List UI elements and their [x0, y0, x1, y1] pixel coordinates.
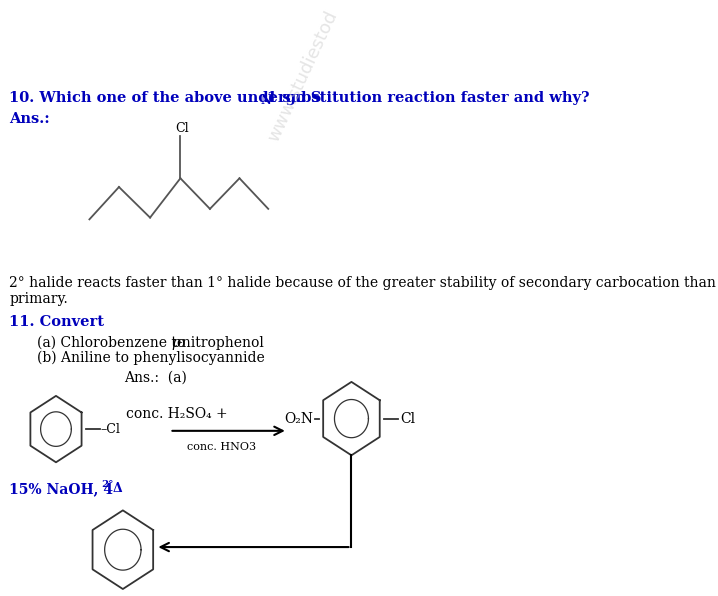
Text: N: N	[261, 94, 271, 107]
Text: 2°: 2°	[101, 480, 113, 489]
Text: (a) Chlorobenzene to: (a) Chlorobenzene to	[37, 336, 190, 350]
Text: 1 substitution reaction faster and why?: 1 substitution reaction faster and why?	[268, 91, 590, 105]
Text: Ans.:: Ans.:	[9, 112, 50, 126]
Text: primary.: primary.	[9, 292, 68, 306]
Text: Cl: Cl	[176, 122, 190, 135]
Text: Cl: Cl	[401, 412, 416, 426]
Text: O₂N: O₂N	[284, 412, 313, 426]
Text: conc. HNO3: conc. HNO3	[187, 442, 256, 452]
Text: www.studiestod: www.studiestod	[264, 8, 341, 145]
Text: -nitrophenol: -nitrophenol	[177, 336, 264, 350]
Text: –Cl: –Cl	[101, 423, 120, 436]
Text: 11. Convert: 11. Convert	[9, 315, 104, 330]
Text: 10. Which one of the above undergo S: 10. Which one of the above undergo S	[9, 91, 322, 105]
Text: 15% NaOH, 4: 15% NaOH, 4	[9, 482, 113, 496]
Text: Δ: Δ	[113, 482, 123, 495]
Text: (b) Aniline to phenylisocyannide: (b) Aniline to phenylisocyannide	[37, 350, 265, 365]
Text: 2° halide reacts faster than 1° halide because of the greater stability of secon: 2° halide reacts faster than 1° halide b…	[9, 276, 717, 290]
Text: p: p	[172, 336, 181, 350]
Text: conc. H₂SO₄ +: conc. H₂SO₄ +	[126, 407, 228, 421]
Text: Ans.:  (a): Ans.: (a)	[124, 371, 187, 384]
